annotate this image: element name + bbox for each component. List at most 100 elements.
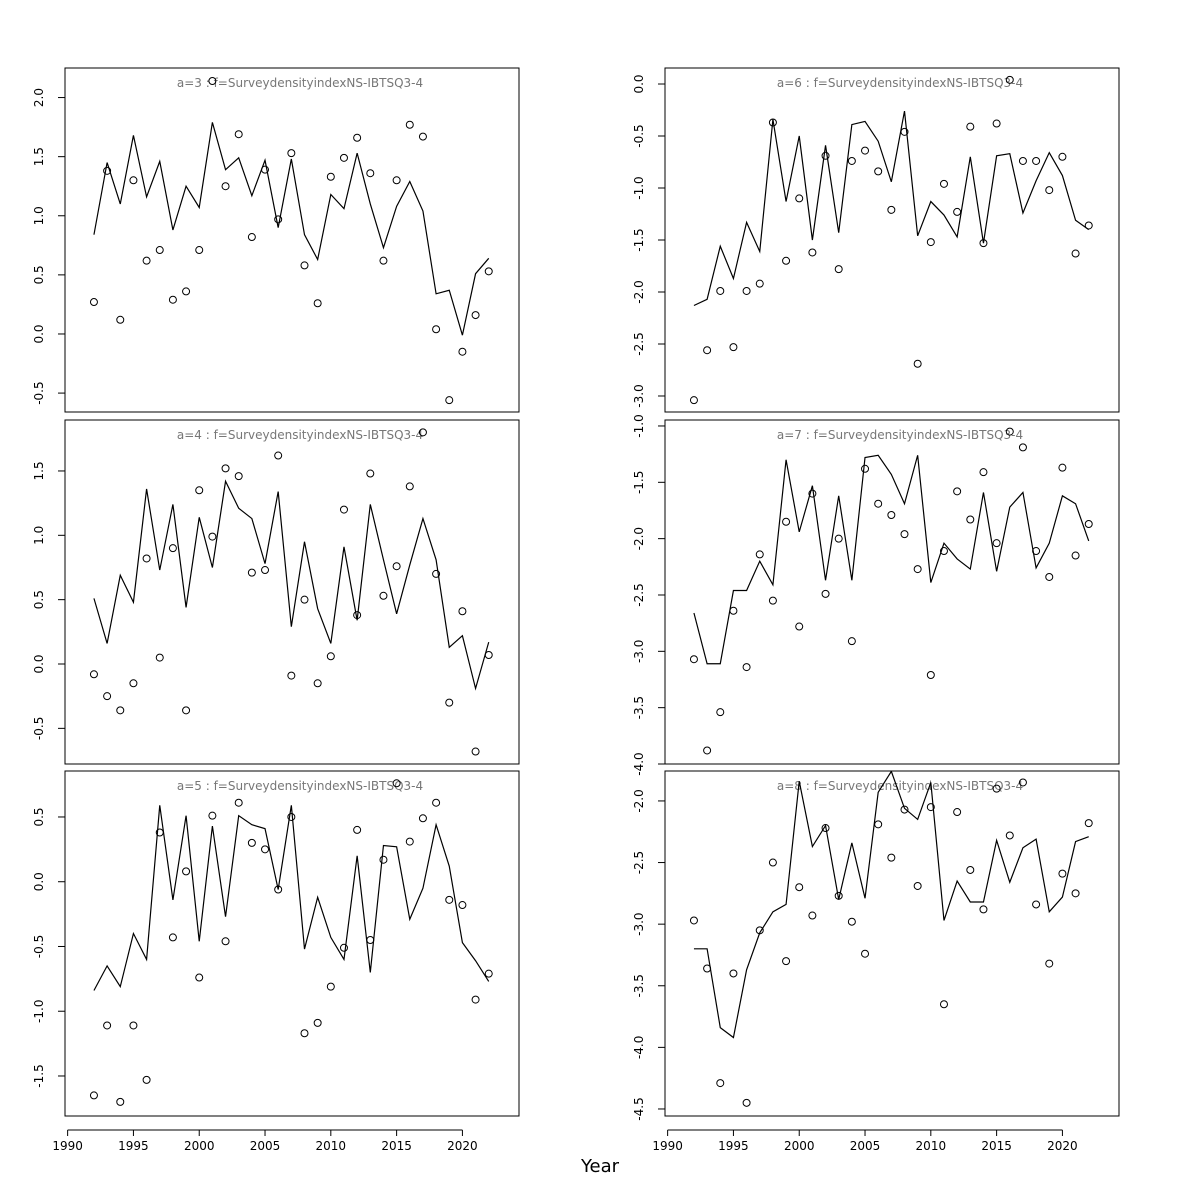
y-tick-label: 0.0: [32, 324, 46, 343]
observation-point: [900, 127, 909, 136]
fit-line: [93, 805, 490, 991]
y-tick-label: -0.5: [32, 717, 46, 740]
observation-point: [821, 589, 830, 598]
observation-point: [208, 811, 217, 820]
observation-point: [432, 798, 441, 807]
y-tick-label: -3.5: [632, 696, 646, 719]
observation-point: [168, 544, 177, 553]
observation-point: [313, 299, 322, 308]
observation-point: [953, 808, 962, 817]
observation-point: [782, 256, 791, 265]
y-tick-label: -0.5: [32, 935, 46, 958]
observation-point: [992, 784, 1001, 793]
plot-area: [689, 427, 1093, 755]
observation-point: [992, 119, 1001, 128]
y-tick-label: -0.5: [632, 124, 646, 147]
observation-point: [953, 207, 962, 216]
observation-point: [103, 166, 112, 175]
observation-point: [742, 286, 751, 295]
y-tick-label: -1.5: [632, 228, 646, 251]
y-tick-label: 2.0: [32, 88, 46, 107]
observation-point: [782, 517, 791, 526]
observation-point: [392, 779, 401, 788]
observation-point: [821, 824, 830, 833]
y-tick-label: -1.0: [632, 176, 646, 199]
observation-point: [418, 814, 427, 823]
observation-point: [795, 622, 804, 631]
observation-point: [1058, 869, 1067, 878]
observation-point: [979, 468, 988, 477]
observation-point: [900, 805, 909, 814]
observation-point: [913, 565, 922, 574]
observation-point: [861, 464, 870, 473]
y-tick-label: 1.0: [32, 526, 46, 545]
fit-line: [693, 110, 1090, 307]
observation-point: [287, 671, 296, 680]
observation-point: [458, 607, 467, 616]
observation-point: [768, 118, 777, 127]
observation-point: [1071, 889, 1080, 898]
plot-frame: [64, 770, 520, 1117]
observation-point: [261, 566, 270, 575]
observation-point: [300, 1029, 309, 1038]
observation-point: [89, 298, 98, 307]
x-tick-label: 2005: [850, 1139, 881, 1153]
observation-point: [458, 901, 467, 910]
y-tick-label: -2.0: [632, 280, 646, 303]
observation-point: [274, 451, 283, 460]
observation-point: [129, 1021, 138, 1030]
observation-point: [182, 706, 191, 715]
observation-point: [339, 943, 348, 952]
observation-point: [861, 146, 870, 155]
observation-point: [953, 487, 962, 496]
observation-point: [339, 153, 348, 162]
observation-point: [168, 933, 177, 942]
x-tick-label: 2000: [184, 1139, 215, 1153]
observation-point: [939, 547, 948, 556]
observation-point: [703, 746, 712, 755]
observation-point: [103, 692, 112, 701]
observation-point: [966, 515, 975, 524]
observation-point: [1018, 443, 1027, 452]
observation-point: [992, 539, 1001, 548]
observation-point: [913, 881, 922, 890]
observation-point: [392, 562, 401, 571]
observation-point: [182, 867, 191, 876]
observation-point: [795, 883, 804, 892]
observation-point: [103, 1021, 112, 1030]
y-tick-label: -4.5: [632, 1097, 646, 1120]
observation-point: [716, 708, 725, 717]
observation-point: [445, 396, 454, 405]
observation-point: [155, 653, 164, 662]
observation-point: [261, 845, 270, 854]
observation-point: [221, 182, 230, 191]
plot-frame: [64, 419, 520, 765]
observation-point: [155, 246, 164, 255]
observation-point: [339, 505, 348, 514]
observation-point: [379, 591, 388, 600]
observation-point: [392, 176, 401, 185]
observation-point: [274, 215, 283, 224]
observation-point: [418, 428, 427, 437]
observation-point: [287, 149, 296, 158]
observation-point: [874, 167, 883, 176]
observation-point: [326, 982, 335, 991]
x-tick-label: 1990: [52, 1139, 83, 1153]
observation-point: [861, 949, 870, 958]
observation-point: [471, 995, 480, 1004]
observation-point: [208, 532, 217, 541]
observation-point: [939, 1000, 948, 1009]
y-tick-label: -3.0: [632, 912, 646, 935]
x-tick-label: 2010: [916, 1139, 947, 1153]
observation-point: [313, 679, 322, 688]
observation-point: [913, 359, 922, 368]
observation-point: [484, 267, 493, 276]
panel: a=7 : f=SurveydensityindexNS-IBTSQ3-4 -4.…: [632, 414, 1120, 776]
plot-frame: [664, 770, 1120, 1117]
panel: a=5 : f=SurveydensityindexNS-IBTSQ3-4 -1.…: [32, 770, 520, 1153]
panel: a=3 : f=SurveydensityindexNS-IBTSQ3-4 -0.…: [32, 67, 520, 413]
y-tick-label: -1.0: [32, 1000, 46, 1023]
observation-point: [432, 569, 441, 578]
observation-point: [874, 499, 883, 508]
